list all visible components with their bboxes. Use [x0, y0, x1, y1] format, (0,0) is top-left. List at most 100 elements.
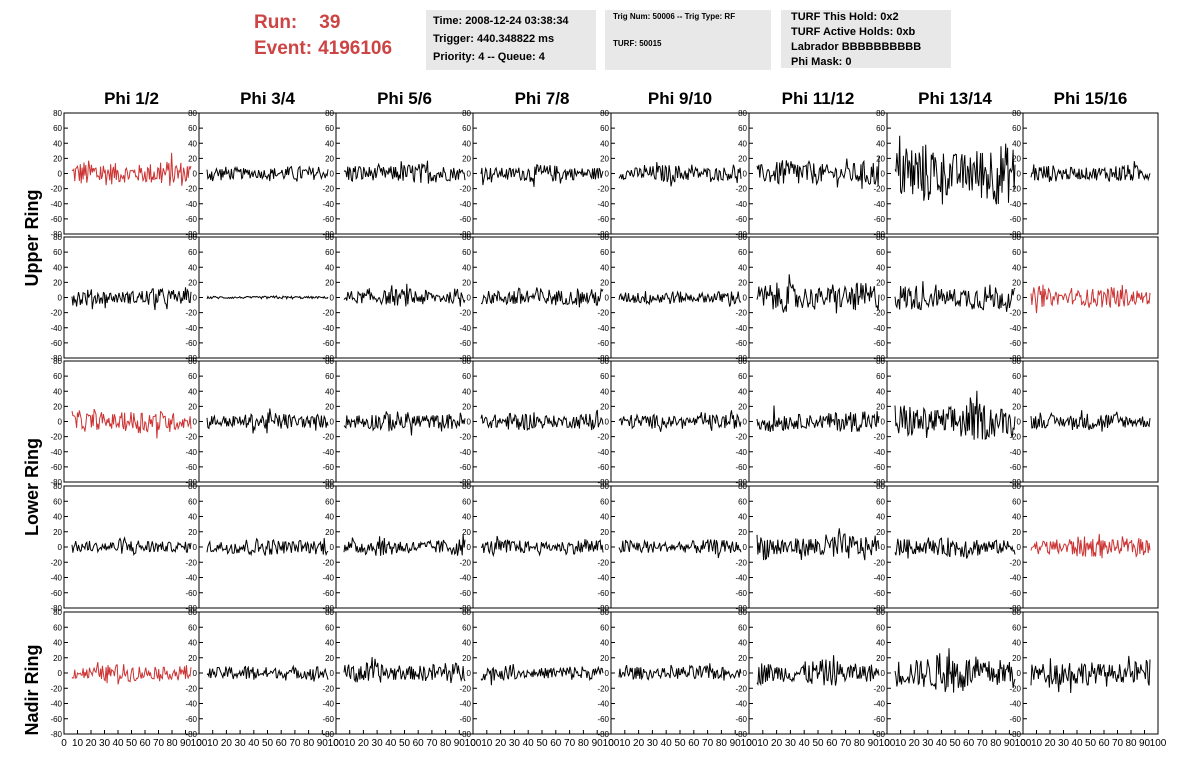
- event-label: Event:: [254, 38, 313, 59]
- y-tick-label: -20: [185, 433, 197, 442]
- y-tick-label: 40: [1012, 387, 1021, 396]
- y-tick-label: 40: [188, 387, 197, 396]
- y-tick-label: 20: [1012, 154, 1021, 163]
- y-tick-label: 0: [881, 418, 886, 427]
- y-tick-label: -80: [597, 354, 609, 363]
- y-tick-label: 0: [1017, 543, 1022, 552]
- y-tick-label: -40: [459, 448, 471, 457]
- y-tick-label: -80: [597, 478, 609, 487]
- y-tick-label: -60: [1009, 215, 1021, 224]
- waveform-trace: [618, 539, 742, 559]
- y-tick-label: -80: [597, 604, 609, 613]
- y-tick-label: 60: [1012, 124, 1021, 133]
- phi-mask-text: Phi Mask: 0: [791, 56, 852, 68]
- y-tick-label: -80: [322, 230, 334, 239]
- waveform-trace: [756, 528, 880, 561]
- y-tick-label: 80: [876, 233, 885, 242]
- x-tick-label: 30: [1058, 738, 1070, 749]
- y-tick-label: 80: [1012, 608, 1021, 617]
- waveform-trace: [206, 295, 329, 300]
- waveform-trace: [894, 648, 1016, 693]
- y-tick-label: 20: [53, 528, 62, 537]
- y-tick-label: 20: [1012, 278, 1021, 287]
- y-tick-label: -40: [597, 700, 609, 709]
- y-tick-label: 0: [330, 669, 335, 678]
- y-tick-label: 20: [188, 278, 197, 287]
- y-tick-label: -40: [735, 448, 747, 457]
- y-tick-label: -60: [50, 463, 62, 472]
- x-tick-label: 40: [248, 738, 260, 749]
- y-tick-label: 80: [876, 608, 885, 617]
- y-tick-label: 20: [1012, 528, 1021, 537]
- x-tick-label: 0: [61, 738, 67, 749]
- y-tick-label: 0: [743, 418, 748, 427]
- x-tick-label: 10: [1031, 738, 1043, 749]
- y-tick-label: 60: [188, 124, 197, 133]
- x-tick-label: 80: [716, 738, 728, 749]
- y-tick-label: -20: [1009, 684, 1021, 693]
- y-tick-label: -20: [1009, 558, 1021, 567]
- x-tick-label: 10: [757, 738, 769, 749]
- y-tick-label: 20: [188, 528, 197, 537]
- y-tick-label: 0: [330, 170, 335, 179]
- y-tick-label: 20: [188, 154, 197, 163]
- y-tick-label: 0: [743, 543, 748, 552]
- y-tick-label: -60: [322, 339, 334, 348]
- y-tick-label: 40: [53, 639, 62, 648]
- waveform-trace: [1030, 410, 1151, 432]
- y-tick-label: 40: [738, 263, 747, 272]
- y-tick-label: 20: [462, 528, 471, 537]
- y-tick-label: 80: [876, 357, 885, 366]
- y-tick-label: -20: [1009, 185, 1021, 194]
- y-tick-label: -60: [1009, 463, 1021, 472]
- y-tick-label: 0: [605, 543, 610, 552]
- y-tick-label: -20: [459, 684, 471, 693]
- y-tick-label: 60: [738, 248, 747, 257]
- event-value: 4196106: [318, 38, 393, 59]
- x-tick-label: 50: [812, 738, 824, 749]
- x-tick-label: 90: [1139, 738, 1151, 749]
- y-tick-label: -20: [50, 684, 62, 693]
- y-tick-label: 0: [743, 669, 748, 678]
- y-tick-label: 20: [188, 654, 197, 663]
- y-tick-label: -60: [1009, 715, 1021, 724]
- waveform-trace: [894, 537, 1016, 559]
- y-tick-label: -20: [322, 684, 334, 693]
- x-tick-label: 100: [741, 738, 758, 749]
- x-tick-label: 100: [191, 738, 208, 749]
- y-tick-label: -20: [873, 185, 885, 194]
- x-tick-label: 70: [702, 738, 714, 749]
- y-tick-label: -40: [1009, 574, 1021, 583]
- panel-frame: [63, 236, 200, 359]
- y-tick-label: 20: [53, 278, 62, 287]
- y-tick-label: 80: [53, 608, 62, 617]
- x-tick-label: 100: [328, 738, 345, 749]
- waveform-trace: [71, 536, 192, 557]
- ring-label: Nadir Ring: [22, 644, 42, 735]
- y-tick-label: -20: [1009, 309, 1021, 318]
- event-line: Event: 4196106: [254, 36, 392, 62]
- x-tick-label: 90: [454, 738, 466, 749]
- y-tick-label: 40: [876, 639, 885, 648]
- panel-frame: [335, 236, 474, 359]
- y-tick-label: -60: [322, 715, 334, 724]
- y-tick-label: -20: [735, 185, 747, 194]
- x-tick-label: 30: [509, 738, 521, 749]
- y-tick-label: 0: [193, 418, 198, 427]
- y-tick-label: 40: [876, 139, 885, 148]
- y-tick-label: -40: [1009, 700, 1021, 709]
- x-tick-label: 60: [826, 738, 838, 749]
- y-tick-label: 0: [330, 418, 335, 427]
- y-tick-label: 20: [53, 654, 62, 663]
- y-tick-label: 80: [462, 233, 471, 242]
- y-tick-label: 40: [600, 263, 609, 272]
- x-tick-label: 40: [385, 738, 397, 749]
- y-tick-label: -20: [873, 684, 885, 693]
- y-tick-label: -20: [459, 558, 471, 567]
- x-tick-label: 100: [603, 738, 620, 749]
- y-tick-label: 80: [600, 233, 609, 242]
- y-tick-label: 0: [58, 669, 63, 678]
- waveform-trace: [1030, 284, 1151, 314]
- x-tick-label: 10: [344, 738, 356, 749]
- x-tick-label: 20: [221, 738, 233, 749]
